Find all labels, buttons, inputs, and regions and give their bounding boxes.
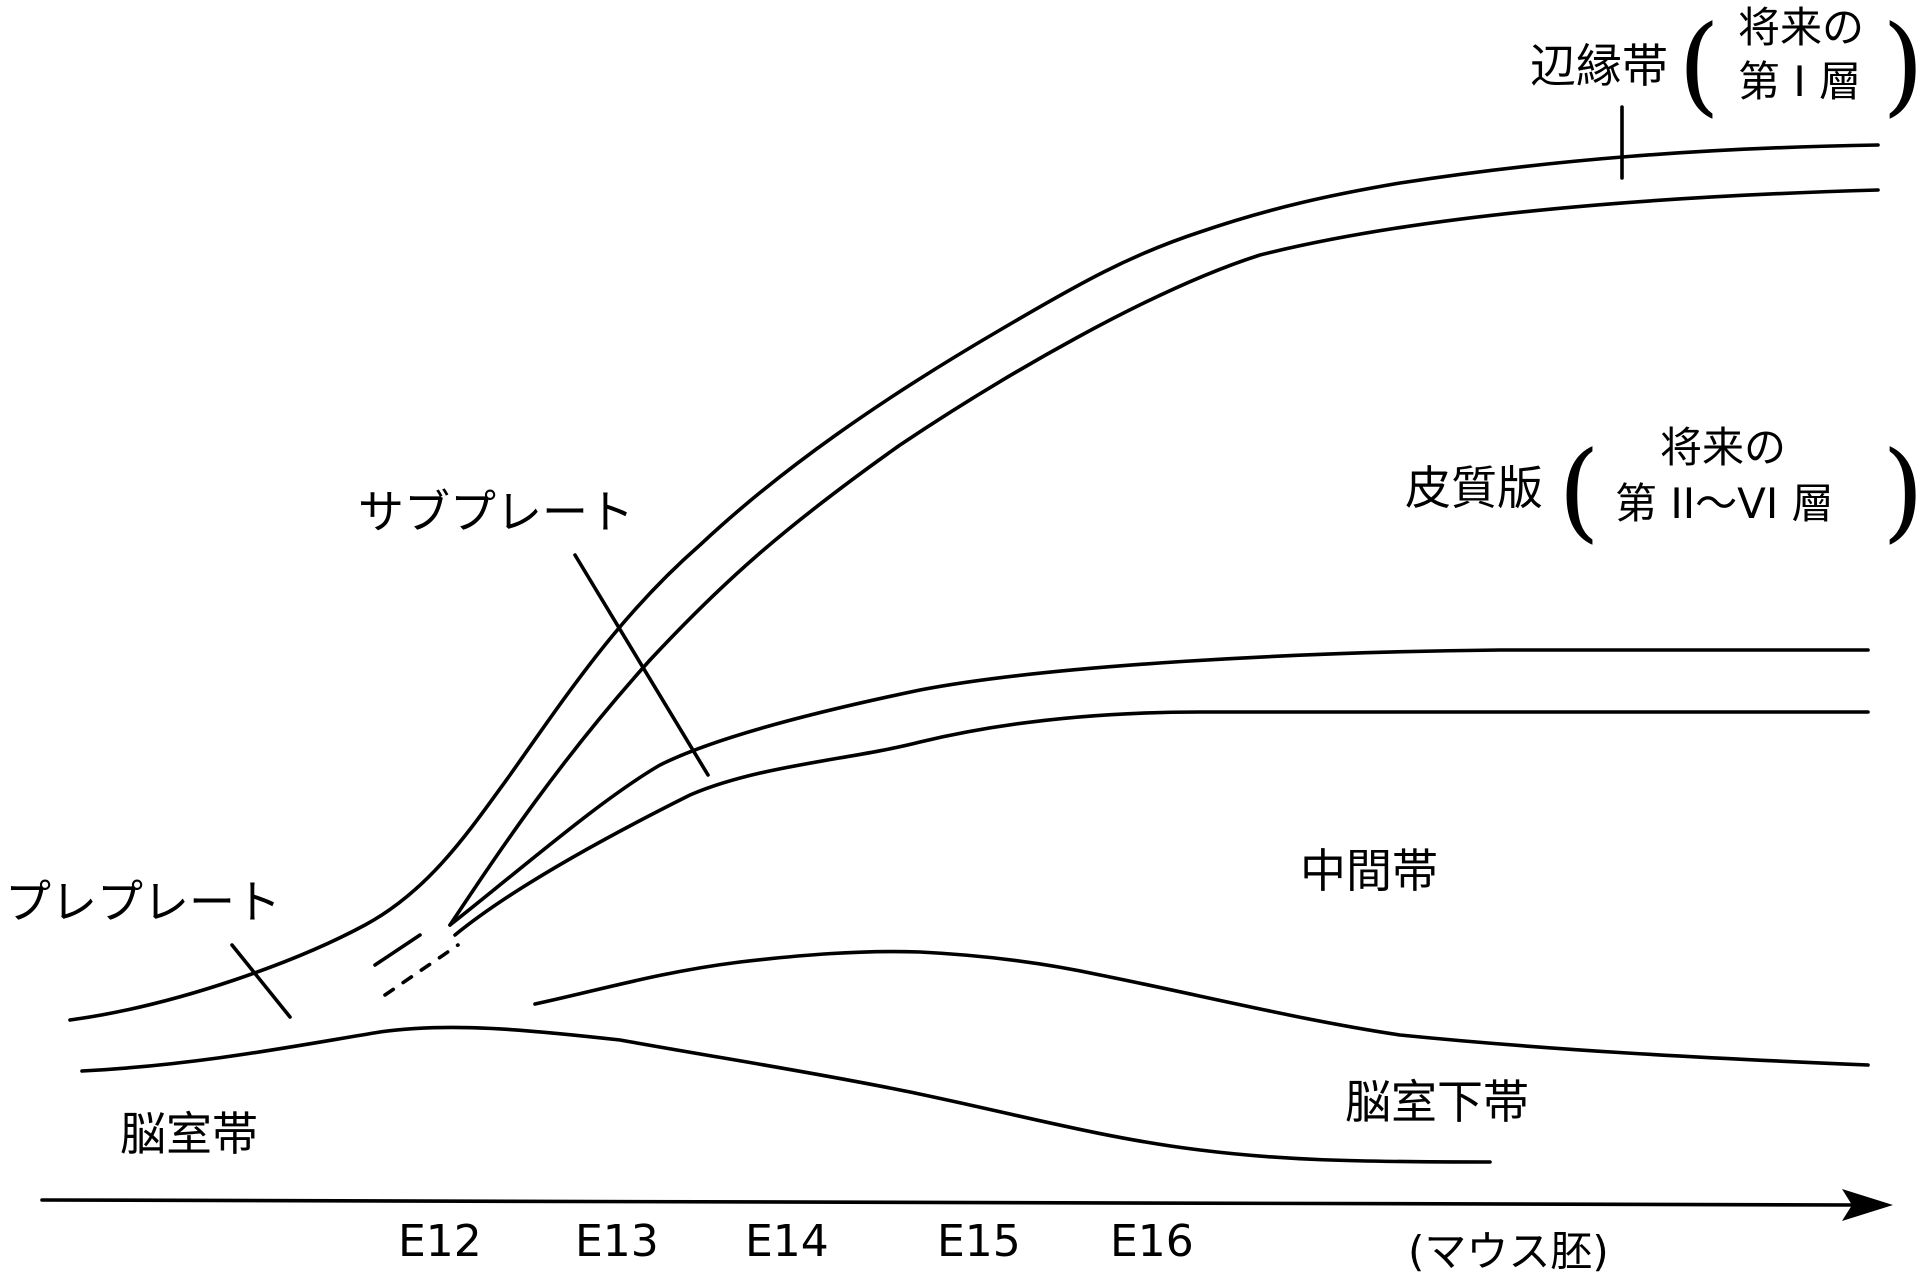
ventricular-zone-label: 脳室帯 bbox=[120, 1107, 258, 1161]
pial-surface-line bbox=[68, 143, 1880, 1022]
subventricular-zone-label: 脳室下帯 bbox=[1345, 1075, 1529, 1129]
cortical-note-open-paren: ( bbox=[1558, 429, 1600, 554]
axis-tick-e15: E15 bbox=[937, 1216, 1021, 1267]
axis-tick-e14: E14 bbox=[745, 1216, 829, 1267]
marginal-zone-label: 辺縁帯 bbox=[1530, 39, 1668, 93]
cortical-note-close-paren: ) bbox=[1882, 429, 1924, 554]
time-axis-arrowhead bbox=[1842, 1189, 1893, 1221]
marginal-note-open-paren: ( bbox=[1678, 3, 1720, 128]
intermediate-zone-label: 中間帯 bbox=[1300, 844, 1438, 898]
subventricular-zone-upper-line bbox=[533, 949, 1870, 1067]
subplate-upper-line bbox=[448, 647, 1870, 927]
time-axis-line bbox=[40, 1198, 1860, 1207]
cortical-note-line1: 将来の bbox=[1660, 423, 1786, 472]
marginal-note-close-paren: ) bbox=[1882, 3, 1924, 128]
subplate-lower-line bbox=[453, 710, 1870, 937]
preplate-pointer bbox=[230, 943, 292, 1019]
axis-tick-e12: E12 bbox=[398, 1216, 482, 1267]
preplate-label: プレプレート bbox=[5, 875, 281, 929]
preplate-dashed-segment bbox=[373, 933, 422, 967]
subplate-label: サブプレート bbox=[358, 485, 634, 539]
subplate-pointer bbox=[573, 553, 710, 777]
marginal-note-line1: 将来の bbox=[1738, 3, 1864, 52]
preplate-dotted-segment bbox=[383, 943, 460, 997]
axis-unit-label: (マウス胚) bbox=[1408, 1227, 1609, 1273]
cortical-plate-label: 皮質版 bbox=[1405, 461, 1543, 515]
cortical-note-line2: 第 II〜VI 層 bbox=[1615, 479, 1834, 528]
axis-tick-e13: E13 bbox=[575, 1216, 659, 1267]
marginal-zone-boundary-line bbox=[448, 188, 1880, 927]
ventricular-zone-boundary-line bbox=[80, 1025, 1492, 1164]
axis-tick-e16: E16 bbox=[1110, 1216, 1194, 1267]
marginal-note-line2: 第 I 層 bbox=[1738, 57, 1861, 106]
